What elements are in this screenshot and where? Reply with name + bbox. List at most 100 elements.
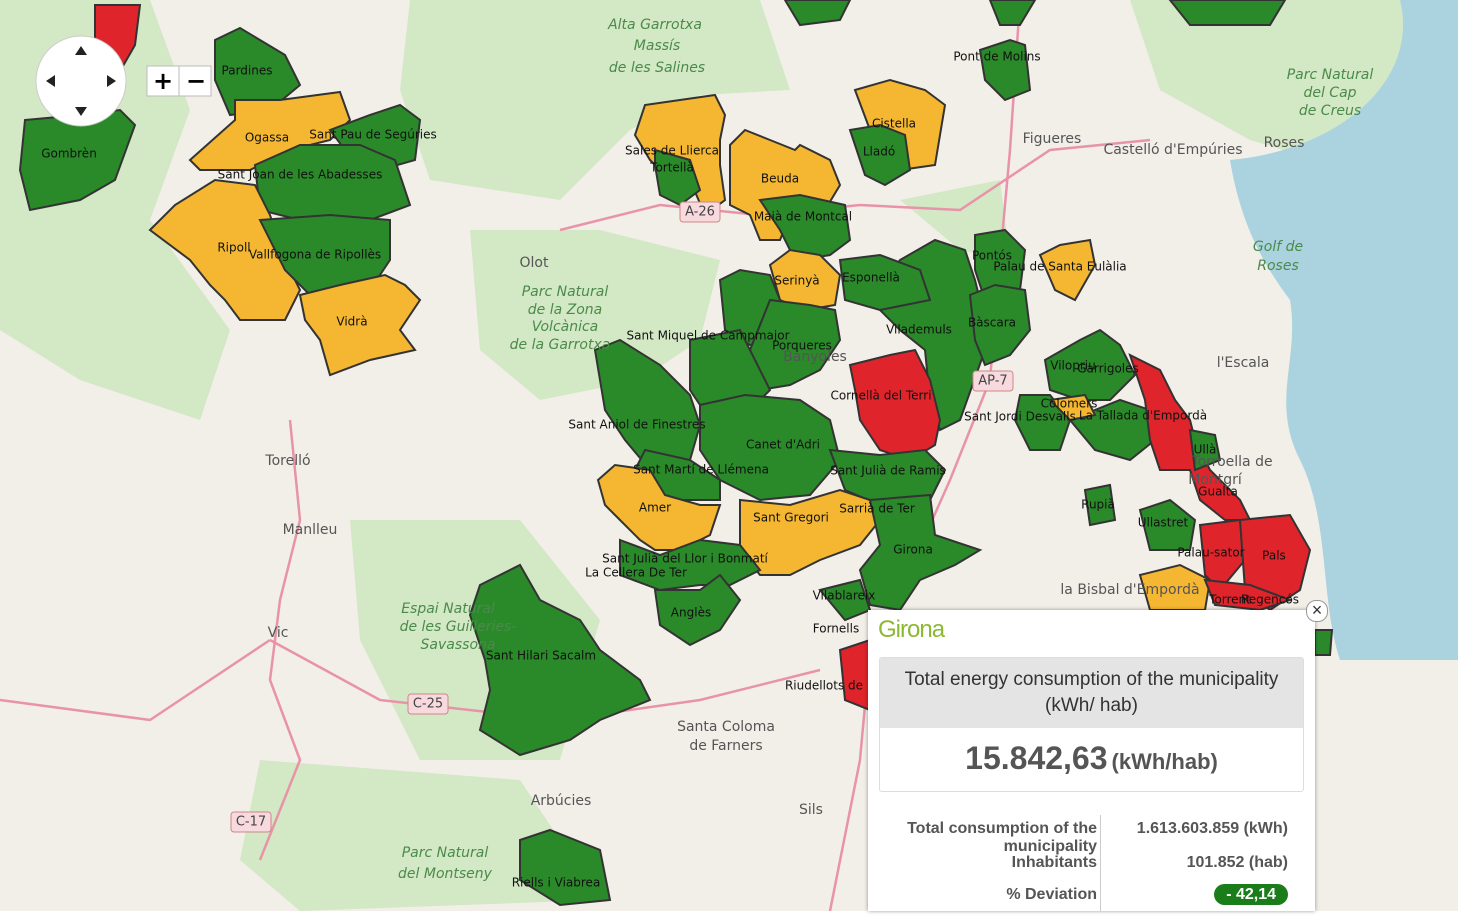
municipality-area [1314,629,1334,656]
place-label: Volcànica [532,319,599,335]
municipality-area [214,26,302,117]
place-label: Parc Natural [402,845,489,861]
place-label: Castelló d'Empúries [1103,142,1242,158]
place-label: de Farners [689,738,762,754]
municipality-label: Porqueres [772,339,832,353]
place-label: Montgrí [1188,472,1243,488]
municipality-label: Sant Jordi Desvalls [964,410,1076,424]
place-label: Arbúcies [531,793,592,809]
municipality-area [988,0,1037,26]
municipality-label: Palau-sator [1177,546,1244,560]
municipality-label: La Tallada d'Empordà [1079,409,1207,423]
municipality-area [729,128,842,241]
municipality-label: Vilopriu [1050,359,1095,373]
deviation-badge: - 42,14 [1214,884,1288,905]
place-label: Parc Natural [522,284,609,300]
municipality-label: Cornellà del Terri [830,389,931,403]
place-label: Parc Natural [1287,67,1374,83]
municipality-label: Sales de Llierca [625,144,719,158]
road-shield [972,370,1014,392]
municipality-label: Lladó [863,145,895,159]
municipality-area [593,338,702,472]
municipality-area [978,38,1032,102]
municipality-area [1013,394,1072,451]
municipality-area [848,123,912,187]
place-label: Roses [1264,135,1305,151]
row-key: % Deviation [1006,886,1097,903]
municipality-area [1203,578,1293,612]
popup-title: Girona [878,616,945,643]
municipality-label: Cistella [872,117,916,131]
municipality-area [653,573,742,647]
municipality-areas [18,0,1334,907]
municipality-label: Gualta [1198,485,1238,499]
municipality-label: Ogassa [245,131,289,145]
municipality-label: Girona [893,543,933,557]
municipality-label: Pardines [222,64,273,78]
municipality-area [1138,563,1212,611]
municipality-label: Vidrà [336,315,367,329]
row-key: Total consumption of the municipality [907,820,1097,855]
municipality-area [596,463,722,551]
municipality-area [1083,483,1117,527]
municipality-area [298,273,422,377]
municipality-area [148,178,302,321]
municipality-label: Serinyà [774,274,819,288]
place-label: Espai Natural [401,601,495,617]
road-label: C-17 [236,815,266,830]
pan-control[interactable] [35,35,127,127]
municipality-label: Beuda [761,172,799,186]
close-button[interactable]: × [1306,600,1328,622]
municipality-area [1138,498,1197,551]
municipality-label: Vallfogona de Ripollès [249,248,381,262]
municipality-area [838,253,932,312]
place-label: de Creus [1299,103,1361,119]
row: % Deviation - 42,14 [868,884,1315,916]
place-label: Olot [520,255,549,271]
municipality-label: Rupià [1081,498,1115,512]
municipality-label: Amer [639,501,671,515]
municipality-area [783,0,852,27]
municipality-label: Tortellà [649,161,694,175]
municipality-label: Canet d'Adri [746,438,820,452]
municipality-area [1038,238,1097,302]
municipality-label: Garrigoles [1077,362,1139,376]
place-label: Golf de [1253,239,1303,255]
municipality-area [1188,428,1222,472]
row-value: 1.613.603.859 (kWh) [1136,820,1288,837]
row: Total consumption of the municipality 1.6… [868,820,1315,855]
municipality-label: Pont de Molins [953,50,1040,64]
place-label: Massís [634,38,680,54]
municipality-label: Maià de Montcal [754,210,852,224]
place-label: Torroella de [1190,454,1272,470]
municipality-area [758,193,852,262]
row-value: 101.852 (hab) [1186,854,1288,871]
place-label: de la Garrotxa [510,337,611,353]
municipality-label: Sant Joan de les Abadesses [218,168,383,182]
zoom-out[interactable]: − [186,67,206,95]
municipality-label: Sant Martí de Llémena [633,463,769,477]
sea [1230,0,1458,660]
place-label: Roses [1257,258,1299,274]
municipality-area [468,563,652,757]
municipality-label: Bàscara [968,316,1016,330]
metric-value: 15.842,63 (kWh/hab) [880,740,1303,777]
municipality-area [1047,393,1097,422]
municipality-label: La Cellera De Ter [585,566,687,580]
road-label: C-25 [413,697,443,712]
row: Inhabitants 101.852 (hab) [868,854,1315,884]
municipality-label: Gombrèn [41,147,97,161]
municipality-label: Riudellots de [785,679,863,693]
road-shield [407,693,449,715]
row-key: Inhabitants [1011,854,1097,871]
info-popup: × Girona Total energy consumption of the… [868,600,1328,911]
place-label: Santa Coloma [677,719,775,735]
municipality-label: Sant Miquel de Campmajor [626,329,789,343]
zoom-in[interactable]: + [153,67,173,95]
municipality-area [838,638,871,712]
municipality-label: Vilademuls [886,323,952,337]
place-label: de les Salines [609,60,705,76]
municipality-area [1168,0,1287,26]
municipality-label: Riells i Viabrea [512,876,601,890]
municipality-label: Fornells [813,622,859,636]
